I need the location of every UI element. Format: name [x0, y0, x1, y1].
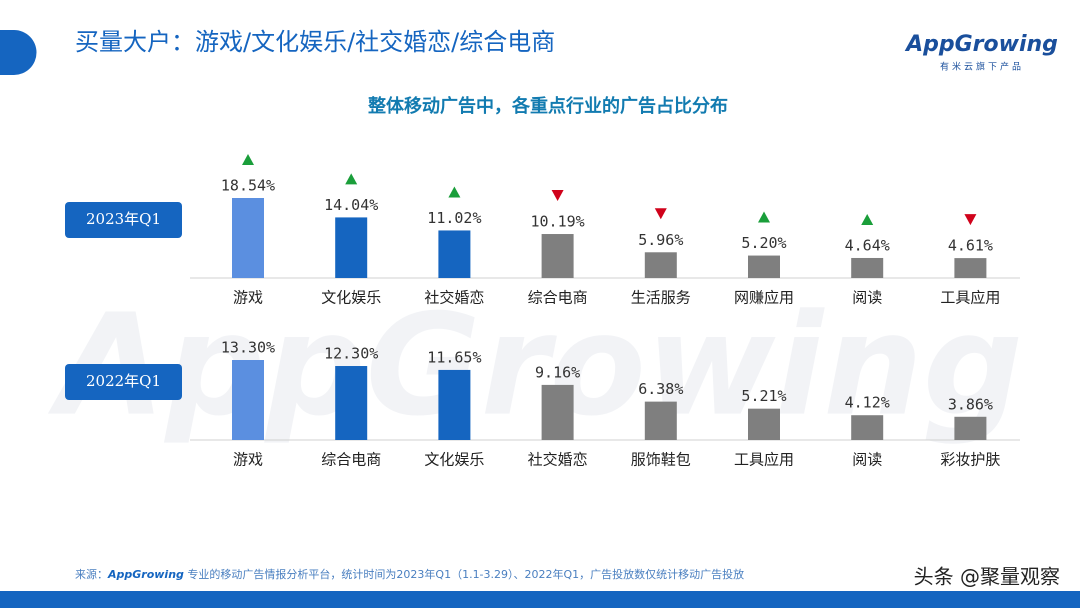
category-label: 综合电商 — [528, 289, 588, 307]
source-prefix: 来源： — [75, 567, 108, 581]
category-label: 游戏 — [233, 289, 263, 307]
category-label: 综合电商 — [321, 451, 381, 469]
category-label: 文化娱乐 — [321, 289, 381, 307]
bar — [954, 416, 987, 440]
value-label: 11.02% — [427, 209, 481, 227]
trend-down-arrow — [654, 208, 667, 220]
value-label: 12.30% — [324, 345, 378, 363]
trend-up-arrow — [861, 213, 874, 225]
category-label: 彩妆护肤 — [940, 451, 1000, 469]
trend-down-arrow — [551, 190, 564, 202]
period-badge — [65, 202, 182, 238]
value-label: 5.20% — [741, 234, 786, 252]
value-label: 14.04% — [324, 196, 378, 214]
page-title: 买量大户：游戏/文化娱乐/社交婚恋/综合电商 — [75, 28, 555, 56]
bar — [438, 230, 471, 278]
trend-down-arrow — [964, 214, 977, 226]
charts: 2023年Q1 18.54% 游戏 14.04% 文化娱乐 11.02% 社交婚恋 10.19… — [65, 154, 1020, 469]
credit: 头条 @聚量观察 — [914, 565, 1060, 589]
category-label: 社交婚恋 — [424, 289, 484, 307]
period-label: 2023年Q1 — [86, 210, 161, 228]
category-label: 阅读 — [852, 451, 882, 469]
category-label: 生活服务 — [631, 289, 691, 307]
bar — [851, 415, 884, 440]
category-label: 工具应用 — [734, 451, 794, 469]
trend-up-arrow — [448, 186, 461, 198]
category-label: 网赚应用 — [734, 289, 794, 307]
bar — [851, 257, 884, 278]
header-accent — [0, 30, 37, 75]
value-label: 5.21% — [741, 387, 786, 405]
logo-brand: AppGrowing — [904, 32, 1058, 57]
bar — [541, 234, 574, 278]
period-label: 2022年Q1 — [86, 372, 161, 390]
category-label: 阅读 — [852, 289, 882, 307]
category-label: 服饰鞋包 — [631, 451, 691, 469]
value-label: 5.96% — [638, 231, 683, 249]
value-label: 11.65% — [427, 348, 481, 366]
bar — [438, 369, 471, 440]
category-label: 工具应用 — [940, 289, 1000, 307]
trend-up-arrow — [758, 211, 770, 223]
value-label: 9.16% — [535, 363, 580, 381]
bar — [748, 255, 780, 278]
value-label: 3.86% — [948, 395, 993, 413]
category-label: 社交婚恋 — [528, 451, 588, 469]
bar — [335, 366, 368, 440]
chart-subtitle: 整体移动广告中，各重点行业的广告占比分布 — [367, 95, 728, 117]
source-text: 专业的移动广告情报分析平台，统计时间为2023年Q1（1.1-3.29）、202… — [184, 567, 744, 581]
bar — [335, 217, 368, 278]
bar — [748, 408, 780, 440]
bar — [954, 258, 987, 278]
trend-up-arrow — [242, 154, 254, 165]
value-label: 4.64% — [845, 236, 890, 254]
bar — [541, 384, 574, 440]
value-label: 6.38% — [638, 380, 683, 398]
category-label: 游戏 — [233, 451, 263, 469]
period-badge — [65, 364, 182, 400]
logo-tagline: 有米云旗下产品 — [940, 61, 1024, 73]
value-label: 4.12% — [845, 394, 890, 412]
trend-up-arrow — [345, 173, 358, 185]
source-brand: AppGrowing — [107, 568, 184, 581]
value-label: 13.30% — [221, 339, 275, 357]
value-label: 10.19% — [531, 213, 585, 231]
footer-bar — [0, 591, 1080, 608]
category-label: 文化娱乐 — [424, 451, 484, 469]
value-label: 4.61% — [948, 237, 993, 255]
bar — [232, 360, 264, 440]
source-note: 来源：AppGrowing 专业的移动广告情报分析平台，统计时间为2023年Q1… — [75, 567, 744, 581]
bar — [644, 401, 677, 440]
bar — [644, 252, 677, 278]
value-label: 18.54% — [221, 177, 275, 195]
bar — [232, 198, 264, 278]
